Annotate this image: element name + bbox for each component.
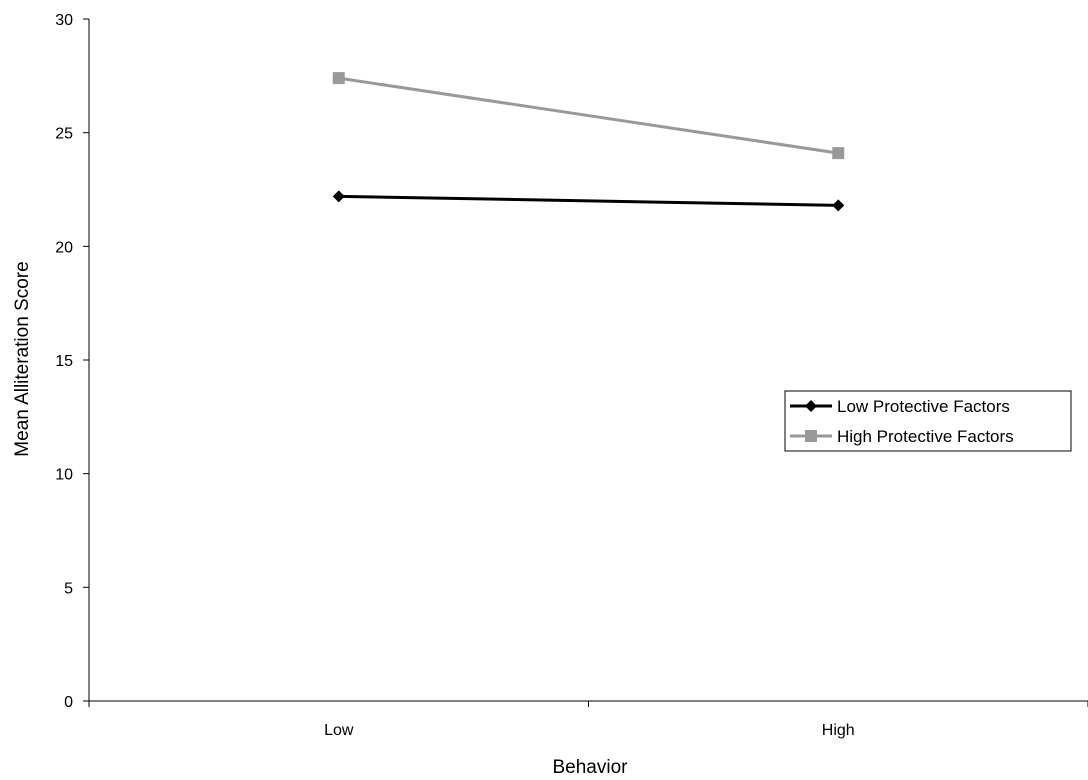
legend-item: Low Protective Factors [790, 397, 1010, 416]
x-tick-label: Low [324, 722, 354, 739]
legend-item: High Protective Factors [790, 427, 1014, 446]
y-axis-title: Mean Alliteration Score [12, 261, 33, 456]
legend-items: Low Protective Factors High Protective Fa… [790, 397, 1014, 446]
legend-marker [805, 400, 817, 412]
axes [88, 19, 1088, 702]
y-axis-ticks: 0 5 10 15 20 25 30 [55, 12, 89, 711]
y-tick-label: 30 [55, 12, 73, 29]
legend: Low Protective Factors High Protective Fa… [784, 390, 1072, 452]
y-tick-label: 25 [55, 126, 73, 143]
legend-box [784, 390, 1072, 452]
x-axis-title: Behavior [553, 757, 629, 778]
series-line [338, 194, 839, 207]
legend-label: Low Protective Factors [837, 397, 1010, 416]
y-tick-label: 5 [64, 580, 73, 597]
y-tick-label: 10 [55, 467, 73, 484]
series-layer [332, 72, 845, 212]
y-tick-label: 0 [64, 694, 73, 711]
y-tick-label: 20 [55, 239, 73, 256]
data-point [832, 147, 845, 160]
x-tick-label: High [822, 722, 855, 739]
data-point [832, 199, 845, 212]
series-line [338, 76, 839, 155]
x-axis-ticks: Low High [88, 701, 1088, 739]
data-point [332, 190, 345, 203]
y-tick-label: 15 [55, 353, 73, 370]
legend-marker [805, 430, 817, 442]
legend-label: High Protective Factors [837, 427, 1014, 446]
data-point [332, 72, 345, 85]
series-1 [332, 72, 845, 160]
series-0 [332, 190, 845, 212]
